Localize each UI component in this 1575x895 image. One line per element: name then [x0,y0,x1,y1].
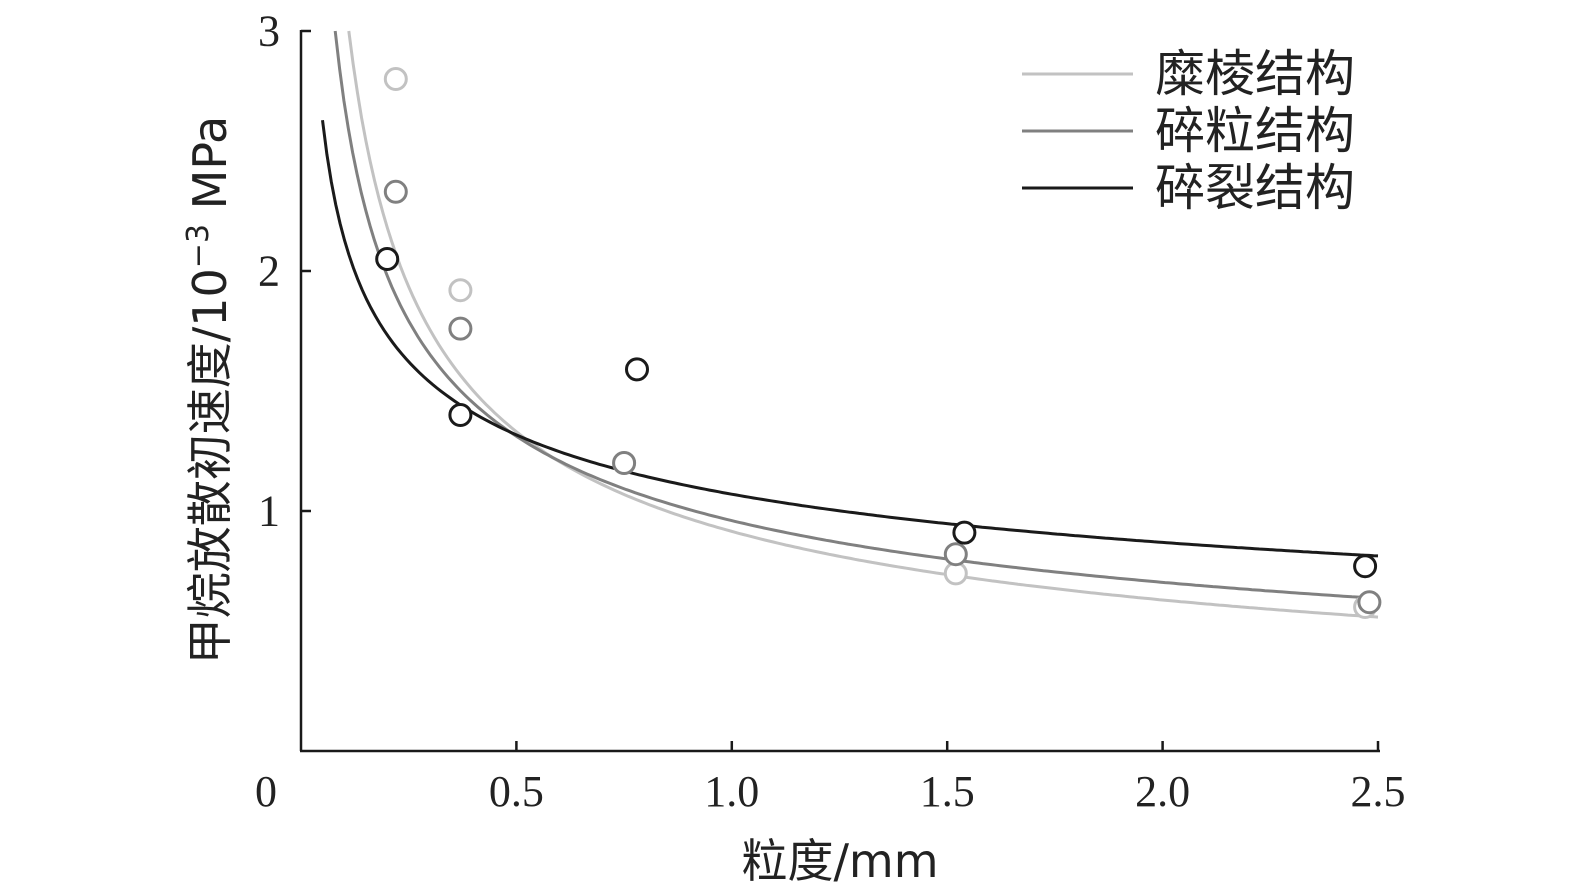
x-tick-label-6: 2.5 [1351,767,1406,816]
y-axis-title-exponent: −3 [181,224,216,268]
data-point-series-2-3 [612,451,637,475]
axes [299,30,1380,753]
data-point-series-2-5 [1357,590,1382,615]
fit-curves [321,30,1379,619]
data-point-series-3-5 [1353,554,1378,579]
data-point-series-2-2 [448,316,473,341]
x-axis-title: 粒度/mm [741,834,938,888]
data-points [375,67,1382,619]
x-tick-label-5: 2.0 [1135,767,1190,816]
data-point-series-2-1 [383,179,408,204]
y-axis-title-unit: MPa [183,116,237,224]
y-tick-label-2: 2 [258,247,280,296]
data-point-series-1-2 [448,278,473,303]
data-point-series-3-4 [952,520,977,545]
y-axis-title-main: 甲烷放散初速度/10 [183,268,237,664]
x-tick-label-3: 1.0 [704,767,759,816]
legend-label-2: 碎粒结构 [1155,102,1355,160]
fit-curve-series-1 [347,30,1379,619]
data-point-series-3-3 [625,357,649,382]
x-tick-label-1: 0 [255,767,277,816]
data-point-series-1-1 [383,67,408,91]
y-tick-label-1: 1 [258,487,280,536]
data-point-series-3-2 [448,403,473,427]
legend-label-3: 碎裂结构 [1155,159,1355,217]
x-tick-label-4: 1.5 [920,767,975,816]
y-axis-title: 甲烷放散初速度/10−3 MPa [181,116,237,664]
y-tick-label-3: 3 [258,7,280,56]
data-point-series-3-1 [375,247,400,271]
fit-curve-series-3 [321,120,1379,558]
data-point-series-2-4 [943,542,968,567]
x-tick-label-2: 0.5 [489,767,544,816]
ticks: 0 0.5 1.0 1.5 2.0 2.5 1 2 3 [255,7,1406,817]
legend-label-1: 糜棱结构 [1155,45,1355,103]
